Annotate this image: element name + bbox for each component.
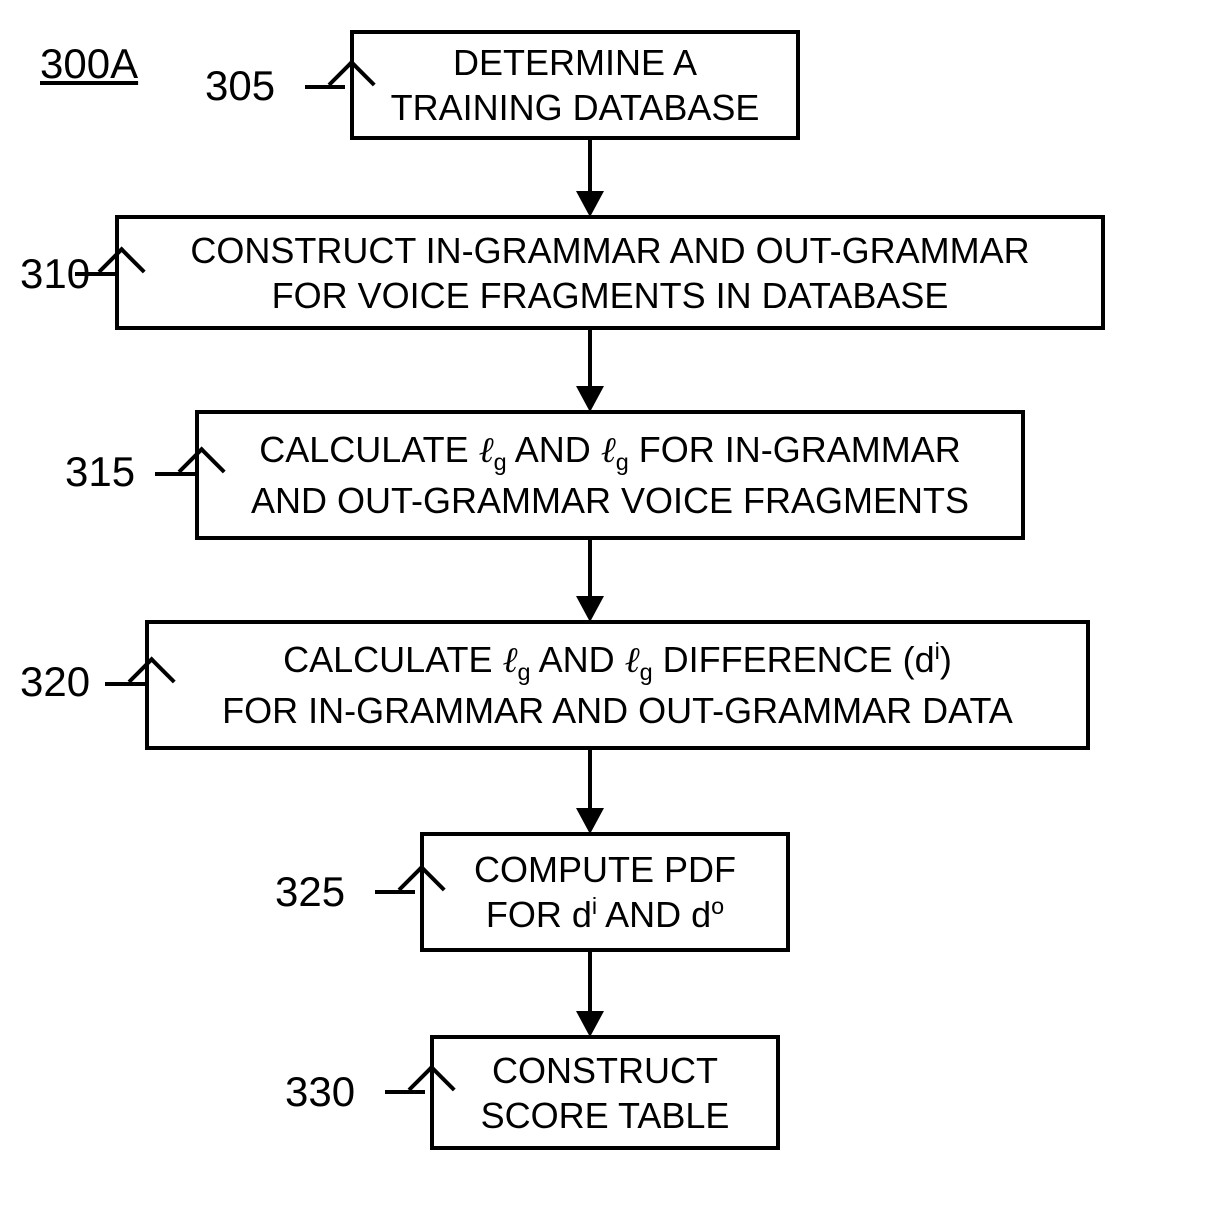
node-315-text: CALCULATE ℓg AND ℓg FOR IN-GRAMMARAND OU… xyxy=(251,427,969,522)
node-320-num: 320 xyxy=(20,658,90,706)
node-330: CONSTRUCTSCORE TABLE xyxy=(430,1035,780,1150)
node-310-text: CONSTRUCT IN-GRAMMAR AND OUT-GRAMMARFOR … xyxy=(190,228,1029,318)
node-320: CALCULATE ℓg AND ℓg DIFFERENCE (di)FOR I… xyxy=(145,620,1090,750)
node-325-text: COMPUTE PDFFOR di AND do xyxy=(474,847,736,937)
flowchart-canvas: 300A DETERMINE ATRAINING DATABASE 305 CO… xyxy=(0,0,1218,1219)
node-330-num: 330 xyxy=(285,1068,355,1116)
node-310: CONSTRUCT IN-GRAMMAR AND OUT-GRAMMARFOR … xyxy=(115,215,1105,330)
node-320-text: CALCULATE ℓg AND ℓg DIFFERENCE (di)FOR I… xyxy=(222,637,1013,732)
node-315: CALCULATE ℓg AND ℓg FOR IN-GRAMMARAND OU… xyxy=(195,410,1025,540)
node-305: DETERMINE ATRAINING DATABASE xyxy=(350,30,800,140)
figure-label: 300A xyxy=(40,40,138,88)
node-305-num: 305 xyxy=(205,62,275,110)
node-305-text: DETERMINE ATRAINING DATABASE xyxy=(391,40,760,130)
node-315-num: 315 xyxy=(65,448,135,496)
node-325-num: 325 xyxy=(275,868,345,916)
node-330-text: CONSTRUCTSCORE TABLE xyxy=(481,1048,730,1138)
node-325: COMPUTE PDFFOR di AND do xyxy=(420,832,790,952)
